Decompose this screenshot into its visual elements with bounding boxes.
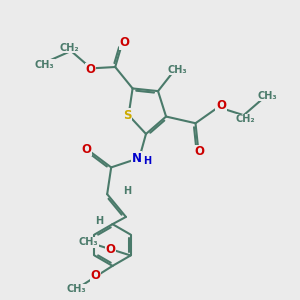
Text: O: O xyxy=(90,269,100,282)
Text: H: H xyxy=(143,156,151,166)
Text: O: O xyxy=(120,36,130,50)
Text: CH₃: CH₃ xyxy=(168,65,188,75)
Text: CH₃: CH₃ xyxy=(258,91,278,101)
Text: O: O xyxy=(194,146,205,158)
Text: CH₃: CH₃ xyxy=(66,284,86,295)
Text: O: O xyxy=(106,242,116,256)
Text: O: O xyxy=(216,98,226,112)
Text: S: S xyxy=(123,109,131,122)
Text: CH₂: CH₂ xyxy=(60,43,80,53)
Text: H: H xyxy=(123,187,131,196)
Text: CH₃: CH₃ xyxy=(34,60,54,70)
Text: O: O xyxy=(82,143,92,156)
Text: H: H xyxy=(95,216,103,226)
Text: O: O xyxy=(85,63,96,76)
Text: N: N xyxy=(132,152,142,164)
Text: CH₃: CH₃ xyxy=(79,237,98,247)
Text: CH₂: CH₂ xyxy=(235,114,255,124)
